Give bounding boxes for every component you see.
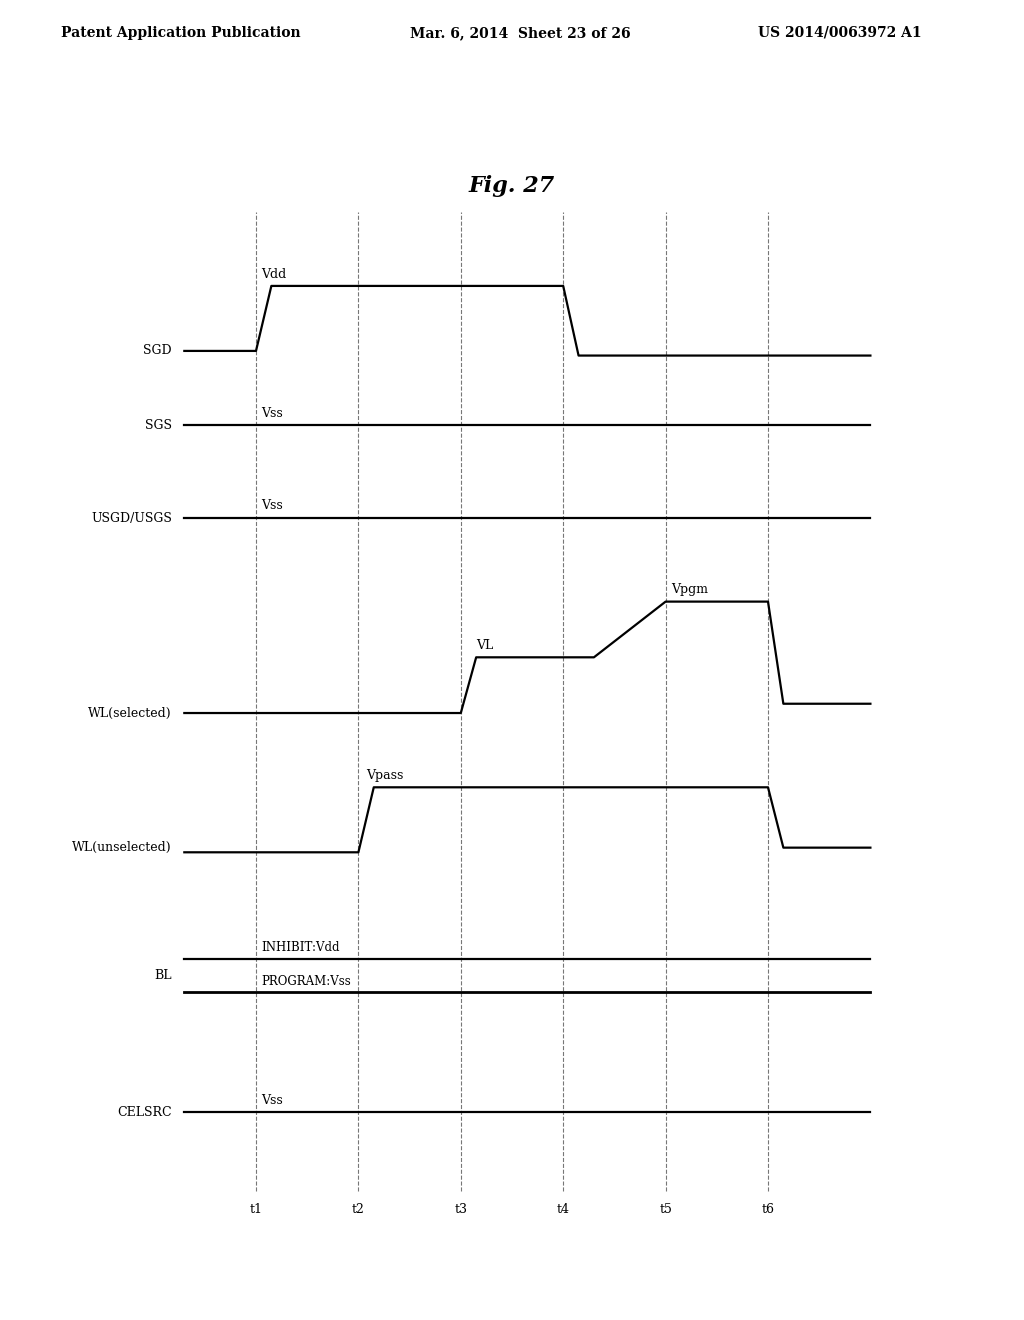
Text: Vss: Vss bbox=[261, 1094, 283, 1106]
Text: t1: t1 bbox=[250, 1204, 262, 1216]
Text: SGD: SGD bbox=[143, 345, 172, 358]
Text: Vpgm: Vpgm bbox=[671, 583, 708, 597]
Text: USGD/USGS: USGD/USGS bbox=[91, 512, 172, 524]
Text: Vdd: Vdd bbox=[261, 268, 287, 281]
Text: SGS: SGS bbox=[145, 418, 172, 432]
Text: US 2014/0063972 A1: US 2014/0063972 A1 bbox=[758, 26, 922, 40]
Text: Patent Application Publication: Patent Application Publication bbox=[61, 26, 301, 40]
Text: Vpass: Vpass bbox=[367, 768, 403, 781]
Text: Fig. 27: Fig. 27 bbox=[469, 174, 555, 197]
Text: t6: t6 bbox=[762, 1204, 774, 1216]
Text: t2: t2 bbox=[352, 1204, 365, 1216]
Text: INHIBIT:Vdd: INHIBIT:Vdd bbox=[261, 941, 340, 954]
Text: Vss: Vss bbox=[261, 499, 283, 512]
Text: PROGRAM:Vss: PROGRAM:Vss bbox=[261, 975, 351, 987]
Text: CELSRC: CELSRC bbox=[118, 1106, 172, 1119]
Text: BL: BL bbox=[155, 969, 172, 982]
Text: WL(selected): WL(selected) bbox=[88, 706, 172, 719]
Text: VL: VL bbox=[476, 639, 494, 652]
Text: Vss: Vss bbox=[261, 407, 283, 420]
Text: WL(unselected): WL(unselected) bbox=[73, 841, 172, 854]
Text: Mar. 6, 2014  Sheet 23 of 26: Mar. 6, 2014 Sheet 23 of 26 bbox=[410, 26, 630, 40]
Text: t5: t5 bbox=[659, 1204, 672, 1216]
Text: t3: t3 bbox=[455, 1204, 467, 1216]
Text: t4: t4 bbox=[557, 1204, 569, 1216]
